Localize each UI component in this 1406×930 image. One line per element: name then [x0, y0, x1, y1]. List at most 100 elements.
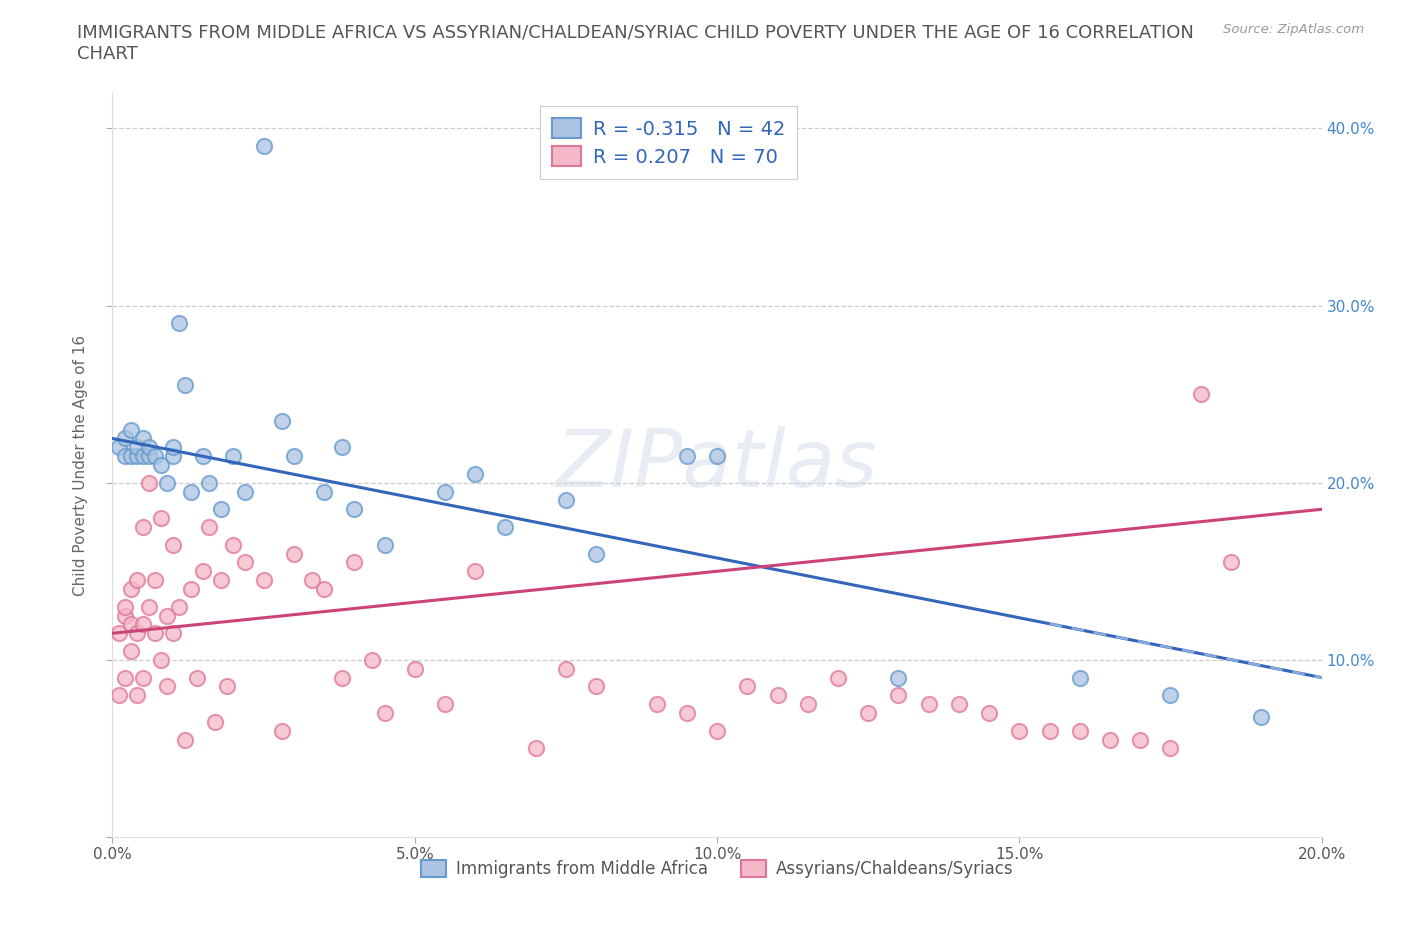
Point: [433, 485, 456, 499]
Point: [138, 475, 160, 490]
Point: [464, 467, 486, 482]
Point: [217, 679, 239, 694]
Point: [149, 458, 172, 472]
Text: CHART: CHART: [77, 45, 138, 62]
Point: [156, 679, 179, 694]
Point: [191, 564, 214, 578]
Point: [1220, 555, 1243, 570]
Point: [343, 555, 366, 570]
Point: [149, 653, 172, 668]
Point: [301, 573, 323, 588]
Point: [167, 599, 190, 614]
Point: [404, 661, 426, 676]
Point: [235, 555, 257, 570]
Point: [1069, 671, 1091, 685]
Point: [1008, 724, 1031, 738]
Point: [132, 520, 155, 535]
Point: [270, 413, 292, 428]
Point: [107, 626, 129, 641]
Point: [270, 724, 292, 738]
Point: [132, 617, 155, 631]
Point: [1250, 709, 1272, 724]
Point: [1098, 732, 1121, 747]
Point: [156, 475, 179, 490]
Point: [132, 431, 155, 445]
Point: [114, 448, 136, 463]
Point: [222, 448, 245, 463]
Point: [585, 546, 607, 561]
Point: [330, 440, 353, 455]
Point: [174, 378, 197, 392]
Point: [314, 581, 336, 596]
Point: [162, 538, 184, 552]
Point: [125, 688, 148, 703]
Point: [887, 688, 910, 703]
Point: [167, 316, 190, 331]
Point: [120, 422, 142, 437]
Point: [330, 671, 353, 685]
Point: [204, 714, 226, 729]
Legend: Immigrants from Middle Africa, Assyrians/Chaldeans/Syriacs: Immigrants from Middle Africa, Assyrians…: [413, 853, 1021, 884]
Point: [253, 139, 276, 153]
Point: [235, 485, 257, 499]
Point: [198, 475, 221, 490]
Point: [948, 697, 970, 711]
Point: [107, 440, 129, 455]
Point: [114, 608, 136, 623]
Point: [977, 706, 1000, 721]
Point: [645, 697, 668, 711]
Point: [675, 448, 697, 463]
Point: [433, 697, 456, 711]
Point: [138, 448, 160, 463]
Point: [524, 741, 547, 756]
Point: [143, 573, 166, 588]
Point: [253, 573, 276, 588]
Point: [554, 493, 576, 508]
Text: Source: ZipAtlas.com: Source: ZipAtlas.com: [1223, 23, 1364, 36]
Point: [180, 485, 202, 499]
Point: [156, 608, 179, 623]
Point: [374, 538, 396, 552]
Point: [143, 626, 166, 641]
Point: [1069, 724, 1091, 738]
Point: [114, 671, 136, 685]
Point: [114, 599, 136, 614]
Point: [132, 671, 155, 685]
Point: [585, 679, 607, 694]
Point: [495, 520, 517, 535]
Point: [856, 706, 880, 721]
Point: [186, 671, 208, 685]
Point: [125, 626, 148, 641]
Point: [143, 448, 166, 463]
Text: IMMIGRANTS FROM MIDDLE AFRICA VS ASSYRIAN/CHALDEAN/SYRIAC CHILD POVERTY UNDER TH: IMMIGRANTS FROM MIDDLE AFRICA VS ASSYRIA…: [77, 23, 1194, 41]
Point: [1159, 688, 1181, 703]
Point: [107, 688, 129, 703]
Y-axis label: Child Poverty Under the Age of 16: Child Poverty Under the Age of 16: [73, 335, 89, 595]
Point: [209, 573, 232, 588]
Point: [737, 679, 759, 694]
Point: [198, 520, 221, 535]
Point: [766, 688, 789, 703]
Point: [120, 644, 142, 658]
Point: [132, 448, 155, 463]
Point: [706, 448, 728, 463]
Point: [796, 697, 818, 711]
Point: [827, 671, 849, 685]
Point: [191, 448, 214, 463]
Point: [162, 448, 184, 463]
Point: [222, 538, 245, 552]
Point: [283, 448, 305, 463]
Point: [114, 431, 136, 445]
Point: [162, 626, 184, 641]
Point: [343, 502, 366, 517]
Point: [706, 724, 728, 738]
Point: [120, 581, 142, 596]
Point: [180, 581, 202, 596]
Point: [1038, 724, 1062, 738]
Point: [675, 706, 697, 721]
Point: [554, 661, 576, 676]
Point: [1159, 741, 1181, 756]
Point: [1189, 387, 1212, 402]
Point: [374, 706, 396, 721]
Point: [918, 697, 941, 711]
